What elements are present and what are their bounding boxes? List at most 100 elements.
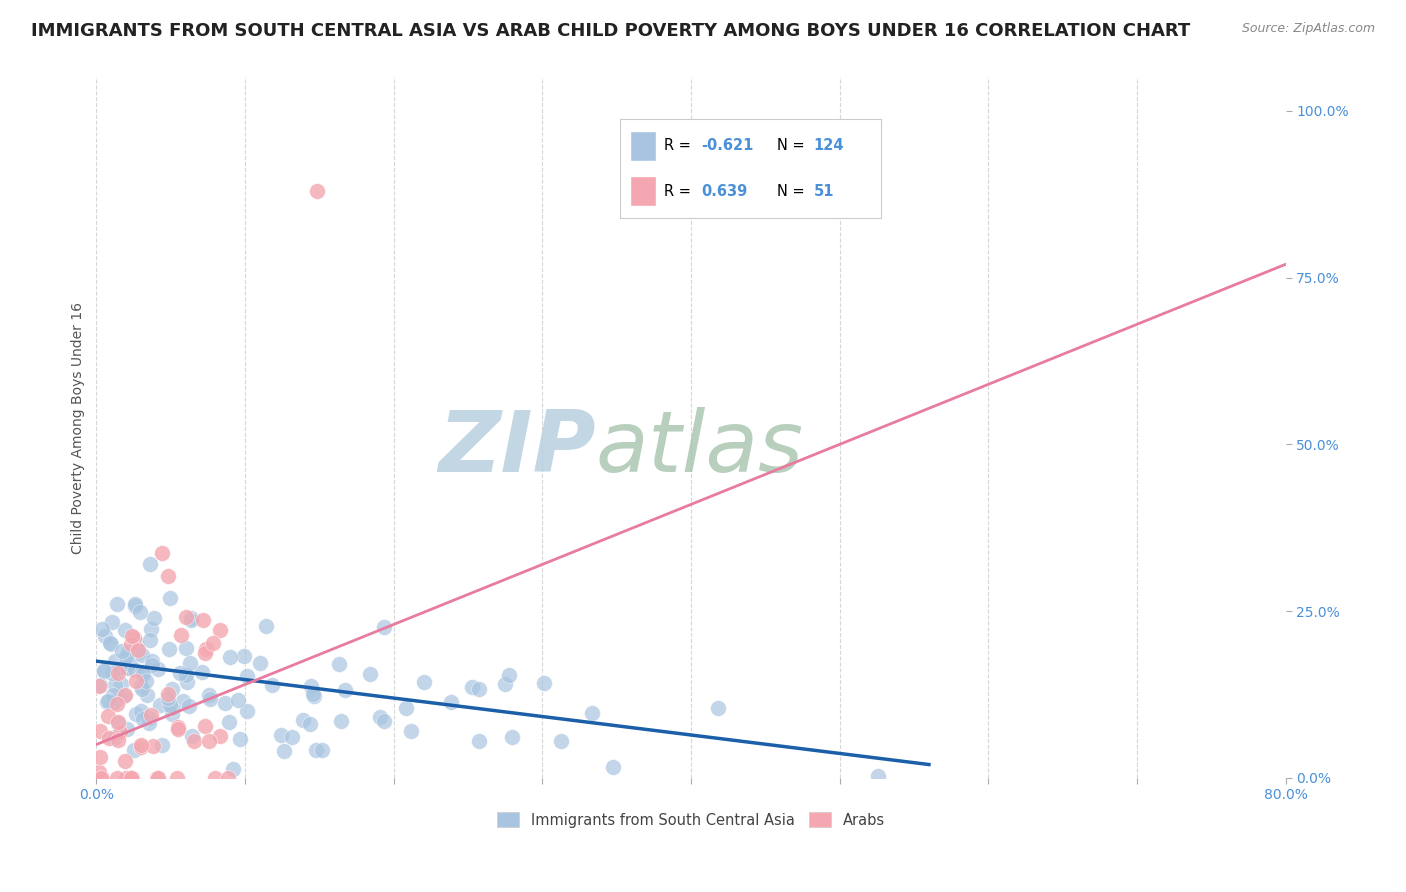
Point bbox=[124, 597, 146, 611]
Point bbox=[439, 695, 461, 709]
Point bbox=[120, 771, 142, 785]
Point bbox=[169, 628, 191, 642]
Point bbox=[172, 694, 194, 708]
Point bbox=[89, 765, 111, 780]
Point bbox=[198, 734, 221, 748]
Point bbox=[150, 738, 173, 752]
Point bbox=[157, 687, 180, 701]
Point bbox=[101, 615, 124, 629]
Point bbox=[260, 678, 283, 692]
Point bbox=[180, 613, 202, 627]
Point bbox=[214, 696, 236, 710]
Point bbox=[107, 732, 129, 747]
Point bbox=[124, 663, 146, 677]
Point bbox=[167, 722, 190, 736]
Point bbox=[107, 714, 129, 729]
Point bbox=[330, 714, 353, 728]
Point bbox=[302, 689, 325, 703]
Point bbox=[550, 734, 572, 748]
Point bbox=[202, 635, 225, 649]
Point bbox=[120, 637, 142, 651]
Point bbox=[90, 771, 112, 785]
Point bbox=[124, 599, 146, 613]
Point bbox=[94, 629, 117, 643]
Point bbox=[174, 640, 197, 655]
Point bbox=[218, 714, 240, 729]
Point bbox=[128, 645, 150, 659]
Point bbox=[139, 558, 162, 572]
Point bbox=[179, 656, 201, 670]
Point bbox=[468, 733, 491, 747]
Point bbox=[235, 705, 257, 719]
Point bbox=[105, 698, 128, 712]
Point bbox=[107, 665, 129, 680]
Point bbox=[198, 692, 221, 706]
Point bbox=[112, 690, 135, 704]
Point bbox=[93, 663, 115, 677]
Point bbox=[107, 661, 129, 675]
Point bbox=[90, 623, 112, 637]
Point bbox=[129, 738, 152, 752]
Point bbox=[105, 771, 128, 785]
Point bbox=[136, 688, 159, 702]
Point bbox=[104, 654, 127, 668]
Point bbox=[208, 623, 231, 637]
Point bbox=[190, 665, 212, 680]
Point bbox=[141, 654, 163, 668]
Point bbox=[141, 658, 163, 673]
Point bbox=[107, 715, 129, 730]
Point bbox=[114, 688, 136, 702]
Point bbox=[305, 184, 328, 198]
Point bbox=[131, 648, 153, 663]
Point bbox=[139, 622, 162, 636]
Point bbox=[581, 706, 603, 721]
Point bbox=[866, 769, 889, 783]
Point bbox=[131, 712, 153, 726]
Y-axis label: Child Poverty Among Boys Under 16: Child Poverty Among Boys Under 16 bbox=[72, 301, 86, 554]
Point bbox=[498, 668, 520, 682]
Point bbox=[311, 743, 333, 757]
Point bbox=[160, 706, 183, 721]
Point bbox=[467, 682, 489, 697]
Point bbox=[90, 771, 112, 785]
Point bbox=[159, 591, 181, 606]
Point bbox=[156, 691, 179, 706]
Point bbox=[194, 719, 217, 733]
Point bbox=[115, 650, 138, 665]
Point bbox=[209, 729, 232, 743]
Text: Source: ZipAtlas.com: Source: ZipAtlas.com bbox=[1241, 22, 1375, 36]
Point bbox=[146, 771, 169, 785]
Point bbox=[114, 623, 136, 637]
Point bbox=[89, 750, 111, 764]
Point bbox=[373, 620, 395, 634]
Point bbox=[299, 679, 322, 693]
Point bbox=[139, 632, 162, 647]
Point bbox=[129, 740, 152, 755]
Point bbox=[413, 674, 436, 689]
Point bbox=[373, 714, 395, 728]
Point bbox=[129, 605, 152, 619]
Point bbox=[121, 771, 143, 785]
Point bbox=[125, 673, 148, 688]
Point bbox=[194, 646, 217, 660]
Point bbox=[108, 725, 131, 739]
Point bbox=[359, 667, 381, 681]
Point bbox=[103, 695, 125, 709]
Point bbox=[232, 648, 254, 663]
Point bbox=[174, 609, 197, 624]
Point bbox=[368, 710, 391, 724]
Point bbox=[328, 657, 350, 671]
Point bbox=[104, 677, 127, 691]
Point bbox=[97, 694, 120, 708]
Point bbox=[299, 716, 322, 731]
Point bbox=[146, 771, 169, 785]
Point bbox=[305, 742, 328, 756]
Point bbox=[89, 678, 111, 692]
Point bbox=[501, 730, 523, 744]
Point bbox=[236, 669, 259, 683]
Point bbox=[166, 771, 188, 785]
Point bbox=[218, 771, 240, 785]
Point bbox=[118, 657, 141, 671]
Point bbox=[105, 597, 128, 611]
Point bbox=[107, 691, 129, 706]
